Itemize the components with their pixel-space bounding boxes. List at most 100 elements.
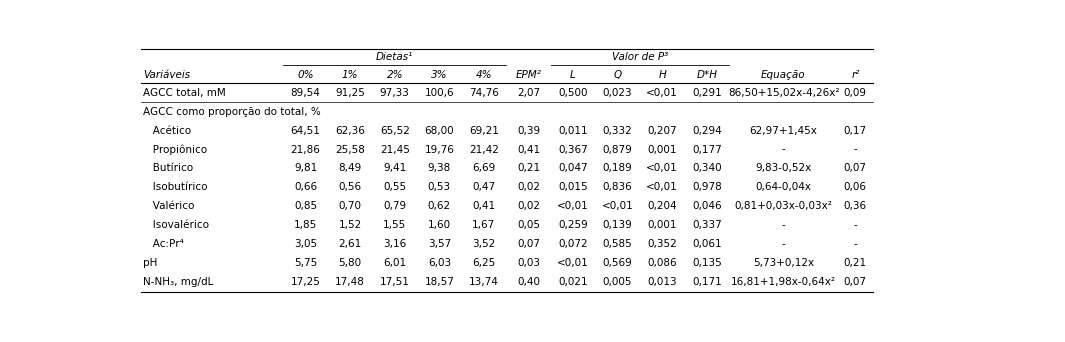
Text: 0,978: 0,978: [692, 183, 722, 193]
Text: 6,03: 6,03: [428, 258, 450, 268]
Text: 17,51: 17,51: [380, 277, 410, 287]
Text: 0,352: 0,352: [648, 239, 677, 249]
Text: 0,013: 0,013: [648, 277, 677, 287]
Text: Isovalérico: Isovalérico: [143, 220, 209, 231]
Text: 4%: 4%: [476, 70, 492, 80]
Text: 0,569: 0,569: [603, 258, 633, 268]
Text: N-NH₃, mg/dL: N-NH₃, mg/dL: [143, 277, 213, 287]
Text: 0,66: 0,66: [294, 183, 317, 193]
Text: 21,86: 21,86: [291, 145, 321, 155]
Text: 0,17: 0,17: [843, 126, 867, 135]
Text: 0,204: 0,204: [648, 201, 677, 211]
Text: 0,836: 0,836: [603, 183, 633, 193]
Text: 100,6: 100,6: [425, 88, 454, 98]
Text: H: H: [658, 70, 666, 80]
Text: 0,07: 0,07: [517, 239, 540, 249]
Text: Isobutírico: Isobutírico: [143, 183, 208, 193]
Text: 0,05: 0,05: [517, 220, 540, 231]
Text: 6,69: 6,69: [472, 163, 495, 173]
Text: 0,500: 0,500: [558, 88, 588, 98]
Text: 0,55: 0,55: [383, 183, 407, 193]
Text: <0,01: <0,01: [646, 88, 678, 98]
Text: 97,33: 97,33: [380, 88, 410, 98]
Text: 6,01: 6,01: [383, 258, 407, 268]
Text: 9,38: 9,38: [428, 163, 450, 173]
Text: 16,81+1,98x-0,64x²: 16,81+1,98x-0,64x²: [731, 277, 836, 287]
Text: 3,57: 3,57: [428, 239, 450, 249]
Text: 9,41: 9,41: [383, 163, 407, 173]
Text: 0,62: 0,62: [428, 201, 450, 211]
Text: 0,879: 0,879: [603, 145, 633, 155]
Text: Valérico: Valérico: [143, 201, 195, 211]
Text: 65,52: 65,52: [380, 126, 410, 135]
Text: 2,07: 2,07: [517, 88, 540, 98]
Text: 0,70: 0,70: [339, 201, 362, 211]
Text: 62,97+1,45x: 62,97+1,45x: [750, 126, 818, 135]
Text: 0,011: 0,011: [558, 126, 588, 135]
Text: 0,061: 0,061: [692, 239, 722, 249]
Text: 5,80: 5,80: [339, 258, 362, 268]
Text: <0,01: <0,01: [557, 201, 589, 211]
Text: 8,49: 8,49: [339, 163, 362, 173]
Text: 0,001: 0,001: [648, 145, 677, 155]
Text: Ac:Pr⁴: Ac:Pr⁴: [143, 239, 184, 249]
Text: Propiônico: Propiônico: [143, 144, 208, 155]
Text: 0,005: 0,005: [603, 277, 633, 287]
Text: Butírico: Butírico: [143, 163, 193, 173]
Text: 9,81: 9,81: [294, 163, 317, 173]
Text: 0,02: 0,02: [517, 183, 540, 193]
Text: -: -: [782, 239, 785, 249]
Text: 1,55: 1,55: [383, 220, 407, 231]
Text: 86,50+15,02x-4,26x²: 86,50+15,02x-4,26x²: [727, 88, 839, 98]
Text: 1%: 1%: [342, 70, 359, 80]
Text: 0,47: 0,47: [473, 183, 495, 193]
Text: 0,56: 0,56: [339, 183, 362, 193]
Text: 2%: 2%: [387, 70, 403, 80]
Text: AGCC total, mM: AGCC total, mM: [143, 88, 226, 98]
Text: <0,01: <0,01: [557, 258, 589, 268]
Text: r²: r²: [851, 70, 859, 80]
Text: 1,60: 1,60: [428, 220, 450, 231]
Text: 0,177: 0,177: [692, 145, 722, 155]
Text: 0,03: 0,03: [517, 258, 540, 268]
Text: Valor de P³: Valor de P³: [611, 53, 668, 63]
Text: Variáveis: Variáveis: [143, 70, 191, 80]
Text: 68,00: 68,00: [425, 126, 454, 135]
Text: 0,367: 0,367: [558, 145, 588, 155]
Text: 3,16: 3,16: [383, 239, 407, 249]
Text: 69,21: 69,21: [469, 126, 498, 135]
Text: 0,294: 0,294: [692, 126, 722, 135]
Text: -: -: [782, 145, 785, 155]
Text: 74,76: 74,76: [469, 88, 498, 98]
Text: 0,40: 0,40: [517, 277, 540, 287]
Text: 3,05: 3,05: [294, 239, 317, 249]
Text: -: -: [853, 220, 857, 231]
Text: 0,02: 0,02: [517, 201, 540, 211]
Text: 0,332: 0,332: [603, 126, 633, 135]
Text: 18,57: 18,57: [424, 277, 455, 287]
Text: 0,21: 0,21: [843, 258, 867, 268]
Text: 9,83-0,52x: 9,83-0,52x: [755, 163, 812, 173]
Text: AGCC como proporção do total, %: AGCC como proporção do total, %: [143, 107, 321, 117]
Text: 0,139: 0,139: [603, 220, 633, 231]
Text: 0,072: 0,072: [558, 239, 588, 249]
Text: 0,189: 0,189: [603, 163, 633, 173]
Text: 0,585: 0,585: [603, 239, 633, 249]
Text: 0,07: 0,07: [843, 277, 867, 287]
Text: 0,086: 0,086: [648, 258, 677, 268]
Text: 0,06: 0,06: [843, 183, 867, 193]
Text: 0,39: 0,39: [517, 126, 540, 135]
Text: 1,67: 1,67: [472, 220, 495, 231]
Text: 0,340: 0,340: [692, 163, 722, 173]
Text: 0,79: 0,79: [383, 201, 407, 211]
Text: Acético: Acético: [143, 126, 191, 135]
Text: L: L: [570, 70, 576, 80]
Text: 0%: 0%: [297, 70, 314, 80]
Text: 0,023: 0,023: [603, 88, 633, 98]
Text: 0,41: 0,41: [473, 201, 495, 211]
Text: 0,135: 0,135: [692, 258, 722, 268]
Text: 3,52: 3,52: [472, 239, 495, 249]
Text: 62,36: 62,36: [335, 126, 365, 135]
Text: 0,337: 0,337: [692, 220, 722, 231]
Text: 0,53: 0,53: [428, 183, 450, 193]
